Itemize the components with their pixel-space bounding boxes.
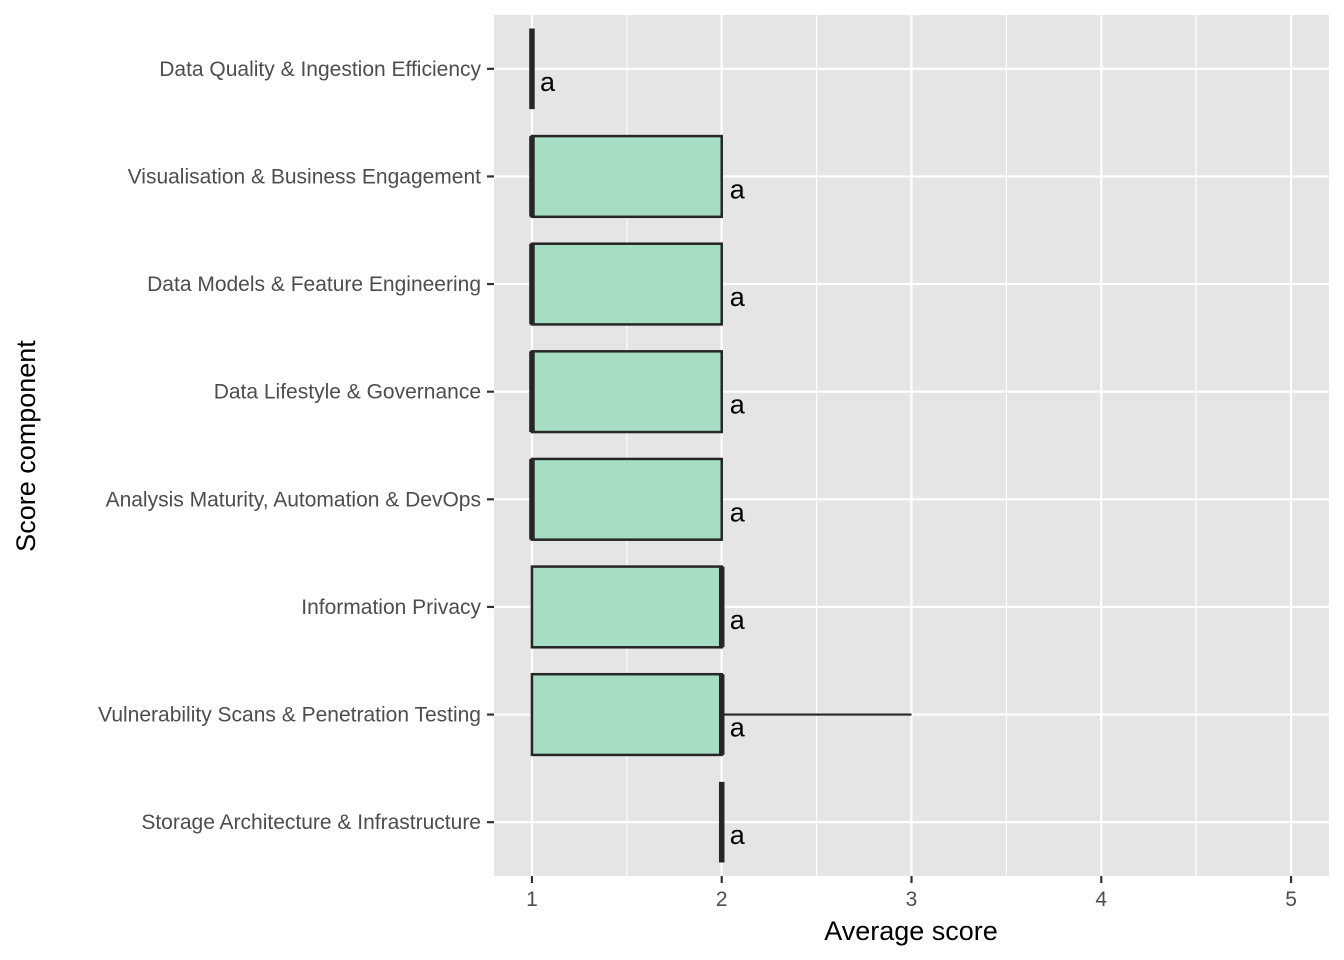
x-tick-label: 1 bbox=[526, 888, 538, 911]
bar bbox=[530, 134, 723, 219]
bar bbox=[530, 242, 723, 326]
y-tick-label: Data Models & Feature Engineering bbox=[147, 273, 481, 296]
bar bbox=[530, 457, 723, 541]
bar-label: a bbox=[730, 605, 746, 635]
x-tick-label: 3 bbox=[906, 888, 918, 911]
y-axis-title: Score component bbox=[11, 340, 41, 552]
y-tick-label: Analysis Maturity, Automation & DevOps bbox=[106, 488, 481, 511]
x-axis-title: Average score bbox=[824, 916, 998, 946]
bar-label: a bbox=[540, 67, 556, 97]
bar-group bbox=[529, 350, 723, 434]
bar bbox=[530, 565, 723, 649]
bar-labels: a a a a a a a a bbox=[540, 67, 746, 850]
x-tick-label: 4 bbox=[1095, 888, 1107, 911]
x-tick-label: 2 bbox=[716, 888, 728, 911]
y-tick-label: Visualisation & Business Engagement bbox=[128, 165, 481, 188]
bar-label: a bbox=[730, 497, 746, 527]
bar-label: a bbox=[730, 713, 746, 743]
bar bbox=[530, 350, 723, 434]
bar-label: a bbox=[730, 174, 746, 204]
bar-group bbox=[529, 134, 723, 219]
x-axis: 1 2 3 4 5 bbox=[526, 876, 1297, 911]
y-tick-label: Vulnerability Scans & Penetration Testin… bbox=[98, 704, 481, 727]
bar-label: a bbox=[730, 390, 746, 420]
bar-group bbox=[530, 672, 912, 757]
bar-group bbox=[529, 242, 723, 326]
x-tick-label: 5 bbox=[1285, 888, 1297, 911]
y-tick-label: Data Lifestyle & Governance bbox=[214, 381, 481, 404]
y-axis: Data Quality & Ingestion Efficiency Visua… bbox=[98, 58, 494, 834]
bar-label: a bbox=[730, 820, 746, 850]
bars bbox=[529, 28, 912, 863]
bar bbox=[530, 672, 723, 757]
bar-group bbox=[530, 565, 725, 649]
y-tick-label: Information Privacy bbox=[301, 596, 481, 619]
y-tick-label: Storage Architecture & Infrastructure bbox=[141, 811, 481, 834]
bar-label: a bbox=[730, 282, 746, 312]
grid-lines bbox=[494, 15, 1329, 876]
bar-group bbox=[529, 457, 723, 541]
y-tick-label: Data Quality & Ingestion Efficiency bbox=[159, 58, 481, 81]
